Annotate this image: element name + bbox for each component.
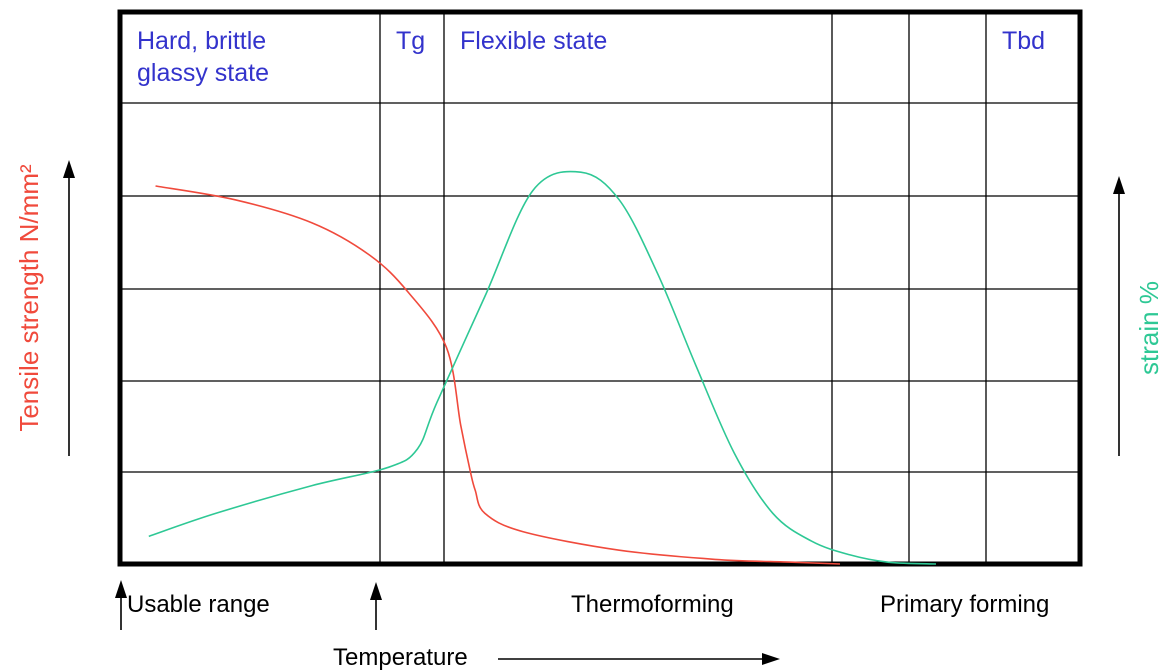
y-axis-label-right: strain % [1134,281,1164,375]
series-line-strain [148,170,937,565]
region-label-tbd: Tbd [1002,27,1045,55]
tg-marker-arrow [370,582,382,630]
bottom-label-primary-forming: Primary forming [880,591,1049,618]
x-axis-arrow [498,653,780,665]
grid [120,12,1080,564]
region-label-tg: Tg [396,27,425,55]
bottom-label-usable-range: Usable range [127,591,270,618]
bottom-label-thermoforming: Thermoforming [571,591,734,618]
y-axis-arrow-right [1113,176,1125,456]
region-label-glassy-line2: glassy state [137,59,269,87]
plot-frame [117,9,1083,567]
y-axis-label-left: Tensile strength N/mm² [14,164,44,432]
region-label-glassy: Hard, brittle glassy state [137,27,273,87]
usable-range-arrow [115,580,127,630]
series-line-tensile-strength [155,185,841,565]
region-label-glassy-line1: Hard, brittle [137,27,266,55]
series-group [148,170,937,565]
region-labels: Hard, brittle glassy state Tg Flexible s… [137,27,1045,87]
region-label-flexible: Flexible state [460,27,607,55]
y-axis-arrow-left [63,160,75,456]
x-axis-label: Temperature [333,644,468,671]
